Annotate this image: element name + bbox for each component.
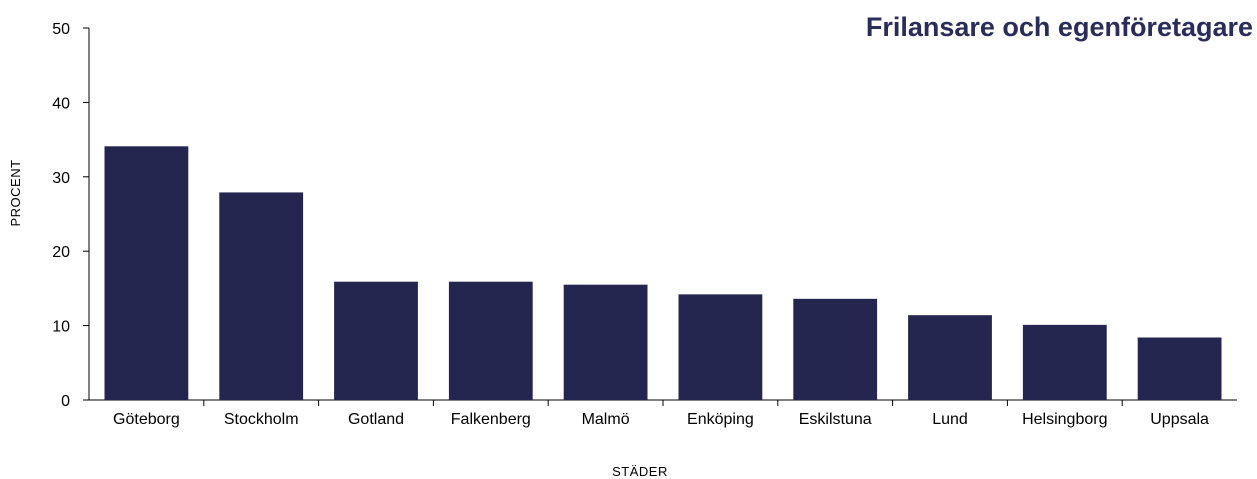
x-tick-label: Göteborg	[113, 411, 180, 428]
y-tick-label: 20	[52, 244, 70, 261]
y-tick-label: 40	[52, 95, 70, 112]
x-tick-label: Gotland	[348, 411, 404, 428]
bar-göteborg	[104, 146, 189, 400]
bar-stockholm	[219, 192, 304, 400]
bar-falkenberg	[448, 281, 533, 400]
y-axis-title: PROCENT	[8, 159, 23, 226]
x-tick-label: Helsingborg	[1022, 411, 1107, 428]
y-axis	[83, 27, 90, 401]
x-axis-title: STÄDER	[612, 464, 668, 479]
y-tick-label: 50	[52, 21, 70, 38]
x-tick-label: Uppsala	[1150, 411, 1209, 428]
x-axis	[89, 399, 1237, 406]
bar-helsingborg	[1022, 324, 1107, 400]
y-tick-label: 10	[52, 319, 70, 336]
bar-eskilstuna	[793, 298, 878, 400]
y-tick-labels: 0 10 20 30 40 50	[52, 21, 70, 410]
bar-malmö	[563, 284, 648, 400]
x-tick-labels: Göteborg Stockholm Gotland Falkenberg Malmö E…	[113, 411, 1209, 428]
x-tick-label: Falkenberg	[451, 411, 531, 428]
x-tick-label: Lund	[932, 411, 968, 428]
chart-title: Frilansare och egenföretagare	[866, 12, 1253, 42]
bar-enköping	[678, 294, 763, 400]
y-tick-label: 0	[61, 393, 70, 410]
x-tick-label: Eskilstuna	[799, 411, 872, 428]
y-tick-label: 30	[52, 170, 70, 187]
x-tick-label: Enköping	[687, 411, 754, 428]
bar-uppsala	[1137, 337, 1222, 400]
x-tick-label: Stockholm	[224, 411, 299, 428]
bar-gotland	[334, 281, 418, 400]
bars	[104, 146, 1222, 400]
x-tick-label: Malmö	[582, 411, 630, 428]
bar-lund	[908, 315, 992, 400]
